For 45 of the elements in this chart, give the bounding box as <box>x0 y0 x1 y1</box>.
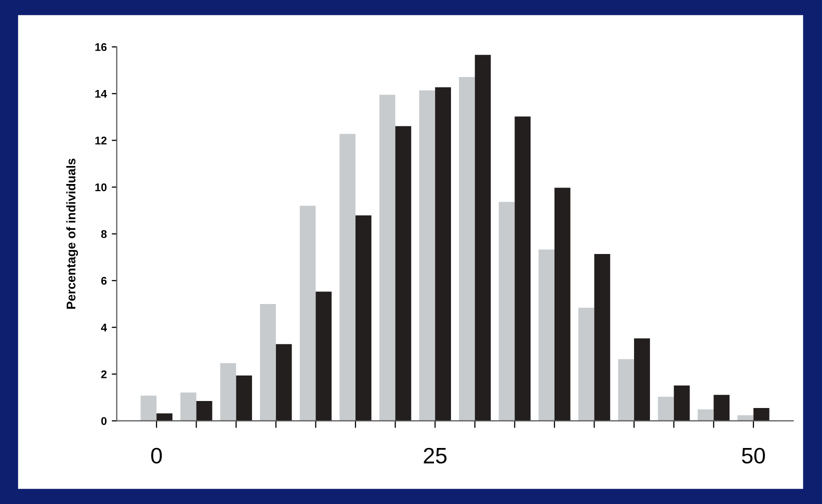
bar <box>634 338 650 421</box>
bar <box>578 308 594 421</box>
bar <box>300 206 316 421</box>
bar <box>435 87 451 421</box>
bar <box>714 394 730 421</box>
bar <box>753 408 770 421</box>
bar <box>379 94 396 421</box>
bar <box>419 90 436 421</box>
bar <box>554 188 570 421</box>
bar <box>220 363 236 421</box>
y-axis-title: Percentage of individuals <box>66 158 78 309</box>
bar <box>458 77 475 421</box>
bar <box>674 386 690 421</box>
y-tick-label: 6 <box>101 276 107 285</box>
bar <box>395 126 412 421</box>
x-tick-label: 0 <box>151 448 162 464</box>
bar <box>355 215 372 421</box>
bar <box>260 304 276 421</box>
bar <box>594 254 610 421</box>
y-tick-label: 2 <box>101 370 107 378</box>
y-tick-label: 4 <box>100 324 107 332</box>
bar <box>156 413 172 421</box>
bar <box>514 116 531 421</box>
y-tick-label: 14 <box>95 90 107 98</box>
bar <box>196 400 212 421</box>
bar <box>498 202 515 421</box>
y-tick-label: 10 <box>95 183 107 192</box>
bar <box>538 250 554 421</box>
bar <box>738 415 754 421</box>
bar <box>340 134 356 421</box>
bar <box>140 396 157 421</box>
bar <box>316 292 332 421</box>
x-tick-label: 25 <box>424 448 447 464</box>
bar <box>180 392 196 421</box>
bar <box>658 396 674 421</box>
x-tick-label: 50 <box>742 448 765 464</box>
y-tick-label: 12 <box>95 136 107 144</box>
y-tick-label: 8 <box>101 230 107 238</box>
bar <box>236 375 252 421</box>
bar <box>276 344 292 421</box>
bar <box>474 54 491 421</box>
y-tick-label: 0 <box>101 417 107 425</box>
bar <box>698 409 714 421</box>
y-tick-label: 16 <box>95 43 107 52</box>
bar <box>618 359 634 421</box>
